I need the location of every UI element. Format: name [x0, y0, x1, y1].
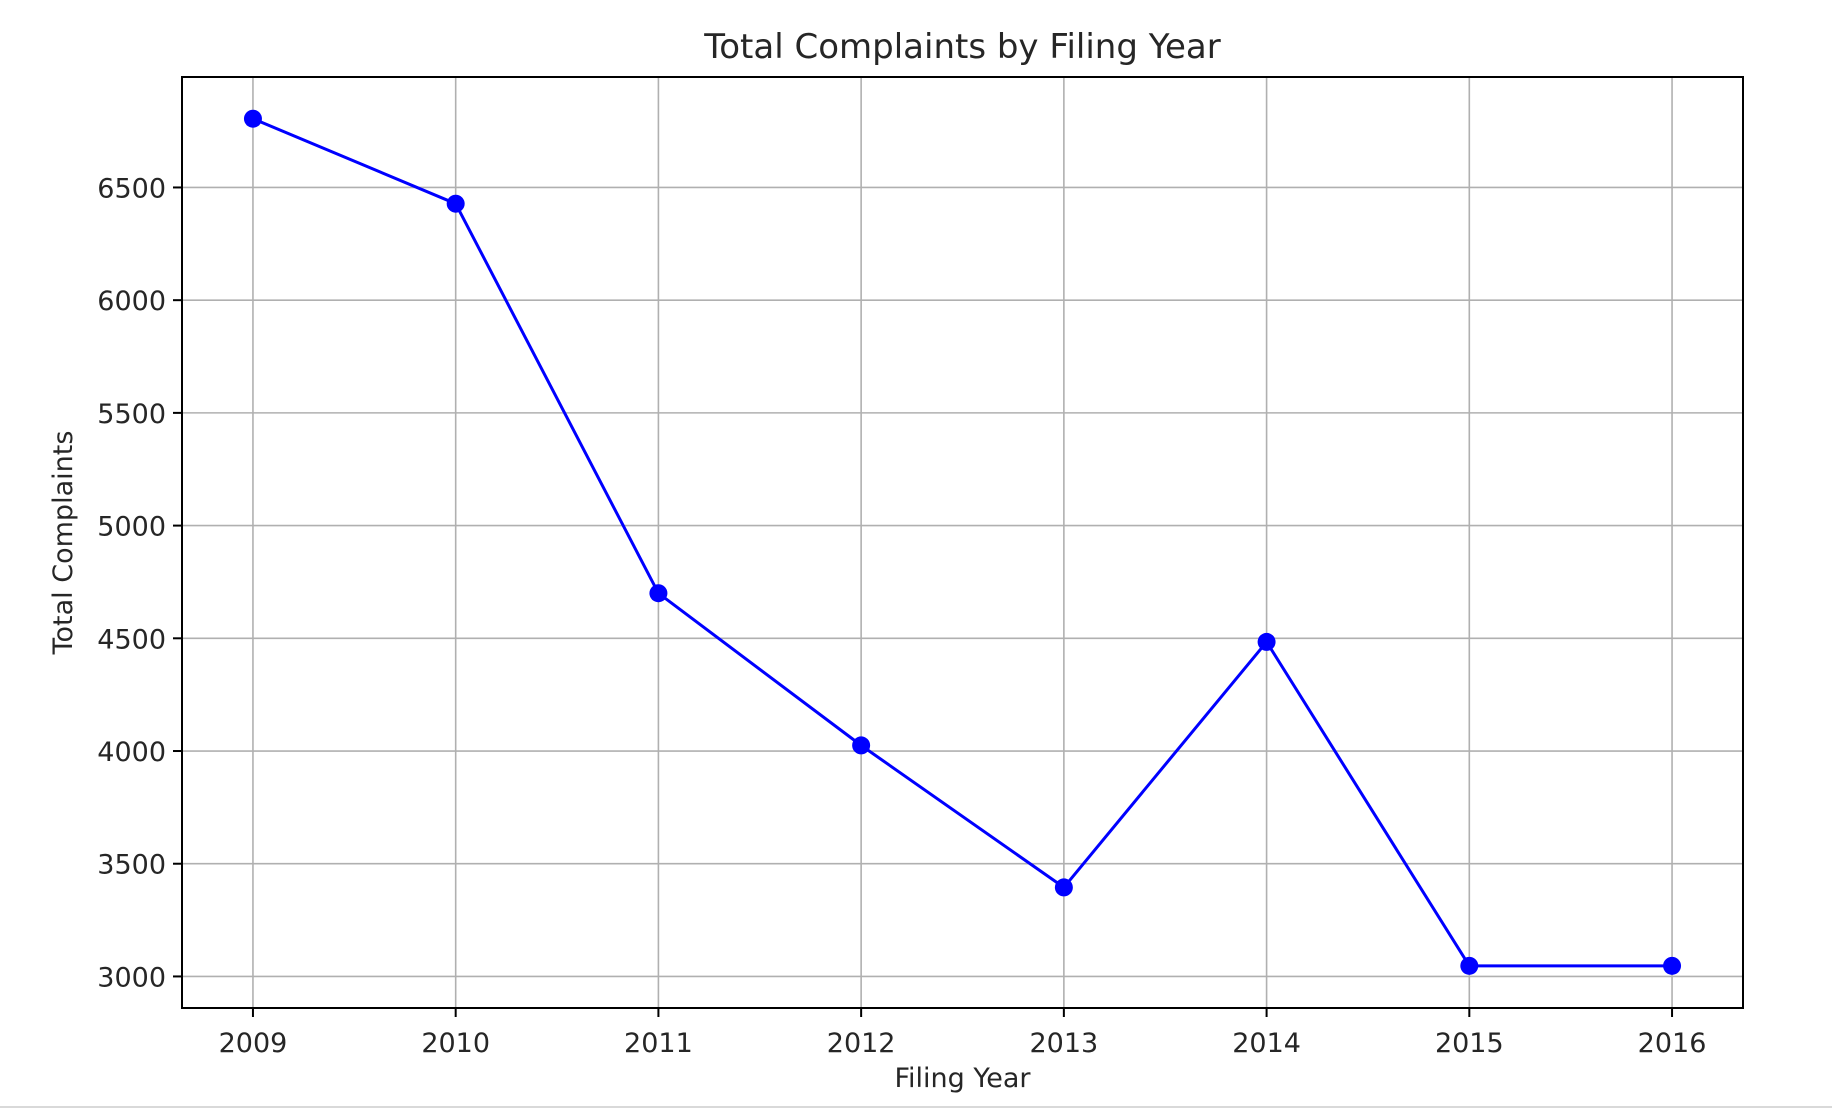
y-tick-label: 4000 — [97, 737, 166, 768]
x-tick-label: 2016 — [1638, 1028, 1707, 1059]
plot-frame — [181, 76, 1744, 1009]
x-tick-label: 2012 — [827, 1028, 896, 1059]
data-point — [852, 736, 871, 755]
grid — [182, 77, 1743, 1008]
series-layer — [243, 109, 1682, 975]
data-point — [243, 109, 262, 128]
data-point — [1663, 956, 1682, 975]
y-tick-label: 5000 — [97, 512, 166, 543]
y-tick-label: 4500 — [97, 624, 166, 655]
y-tick-label: 3500 — [97, 850, 166, 881]
y-tick-label: 5500 — [97, 399, 166, 430]
axis-ticks: 2009 2010 2011 2012 2013 2014 2015 2016 3000 3500… — [97, 173, 1706, 1059]
x-axis-label: Filing Year — [894, 1063, 1031, 1094]
x-tick-label: 2009 — [219, 1028, 288, 1059]
data-point — [1460, 956, 1479, 975]
x-tick-label: 2013 — [1030, 1028, 1099, 1059]
bottom-divider — [0, 1106, 1832, 1108]
series-line — [252, 117, 1673, 968]
y-tick-label: 6000 — [97, 286, 166, 317]
data-point — [1257, 632, 1276, 651]
data-point — [1054, 878, 1073, 897]
y-tick-label: 6500 — [97, 173, 166, 204]
chart-title: Total Complaints by Filing Year — [703, 27, 1220, 67]
x-tick-label: 2011 — [624, 1028, 693, 1059]
y-axis-label: Total Complaints — [48, 431, 79, 656]
data-point — [649, 584, 668, 603]
y-tick-label: 3000 — [97, 962, 166, 993]
x-tick-label: 2010 — [421, 1028, 490, 1059]
data-point — [446, 194, 465, 213]
x-tick-label: 2015 — [1435, 1028, 1504, 1059]
x-tick-label: 2014 — [1232, 1028, 1301, 1059]
